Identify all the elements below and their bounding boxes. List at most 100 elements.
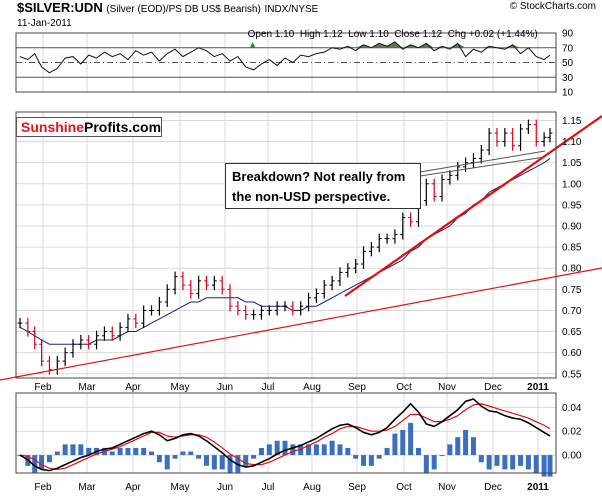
month-tick-label: Dec [484, 382, 502, 393]
price-tick-label: 0.55 [562, 369, 582, 380]
macd-histogram-bar [149, 451, 155, 456]
price-tick-label: 0.95 [562, 200, 582, 211]
macd-histogram-bar [180, 451, 186, 456]
macd-tick-label: 0.04 [562, 403, 582, 414]
month-tick-label: Aug [303, 382, 321, 393]
macd-histogram-bar [203, 455, 209, 466]
month-tick-label: Nov [438, 382, 456, 393]
macd-histogram-bar [219, 455, 225, 470]
month-tick-label: Dec [484, 482, 502, 493]
breakdown-annotation: Breakdown? Not really from the non-USD p… [225, 163, 421, 209]
month-tick-label: 2011 [527, 482, 549, 493]
symbol-description: (Silver (EOD)/PS DB US$ Bearish) [106, 4, 261, 15]
rsi-overbought-fill [339, 41, 521, 48]
rsi-panel [16, 41, 556, 78]
up-arrow-icon: ▲ [247, 40, 258, 51]
macd-histogram-bar [447, 444, 453, 456]
macd-histogram-bar [125, 447, 131, 456]
month-tick-label: Oct [396, 482, 412, 493]
price-tick-label: 1.00 [562, 179, 582, 190]
macd-histogram-bar [533, 455, 539, 473]
macd-histogram-bar [133, 447, 139, 456]
macd-histogram-bar [32, 455, 38, 473]
macd-histogram-bar [39, 455, 45, 470]
month-tick-label: Sep [348, 382, 366, 393]
macd-histogram-bar [392, 433, 398, 456]
sunshine-profits-logo: Sunshine Profits.com [16, 117, 162, 137]
macd-histogram-bar [109, 451, 115, 456]
macd-histogram-bar [290, 444, 296, 456]
macd-tick-label: 0.00 [562, 451, 582, 462]
macd-histogram-bar [211, 455, 217, 470]
macd-histogram-bar [408, 422, 414, 456]
month-tick-label: Feb [34, 382, 52, 393]
price-tick-label: 0.90 [562, 222, 582, 233]
month-tick-label: Jul [262, 482, 275, 493]
macd-histogram-bar [54, 451, 60, 456]
price-tick-label: 1.05 [562, 158, 582, 169]
price-tick-label: 0.70 [562, 306, 582, 317]
macd-histogram-bar [439, 455, 445, 457]
macd-histogram-bar [345, 447, 351, 456]
month-tick-label: Feb [34, 482, 52, 493]
annotation-pointer-line [419, 150, 546, 173]
macd-histogram-bar [486, 455, 492, 470]
copyright-label: © StockCharts.com [509, 1, 596, 12]
macd-histogram-bar [400, 430, 406, 456]
macd-histogram-bar [156, 455, 162, 463]
quote-label: Open 1.10 High 1.12 Low 1.10 Close 1.12 … [247, 29, 538, 40]
macd-histogram-bar [258, 447, 264, 456]
macd-histogram-bar [415, 447, 421, 456]
macd-line [19, 398, 551, 472]
annotation-line-1: Breakdown? Not really from [232, 169, 406, 184]
macd-histogram-bar [86, 447, 92, 456]
macd-histogram-bar [172, 455, 178, 459]
macd-histogram-bar [463, 430, 469, 456]
macd-tick-label: 0.02 [562, 427, 582, 438]
price-tick-label: 0.65 [562, 327, 582, 338]
month-tick-label: May [171, 482, 190, 493]
macd-histogram-bar [547, 455, 553, 477]
price-panel [0, 115, 602, 381]
price-tick-label: 1.10 [562, 137, 582, 148]
price-grid [16, 112, 556, 378]
macd-histogram-bar [384, 447, 390, 456]
logo-word-profits: Profits.com [84, 119, 162, 135]
macd-histogram-bar [70, 444, 76, 456]
rising-support-line [344, 115, 602, 297]
rsi-tick-label: 70 [562, 43, 574, 54]
macd-histogram-bar [525, 455, 531, 470]
symbol-label: $SILVER:UDN [17, 0, 103, 15]
macd-histogram-bar [502, 455, 508, 470]
month-tick-label: 2011 [527, 382, 549, 393]
annotation-pointer-line [419, 156, 546, 177]
macd-histogram-bar [274, 440, 280, 456]
month-tick-label: Sep [348, 482, 366, 493]
macd-histogram-bar [361, 455, 367, 466]
macd-histogram-bar [455, 437, 461, 456]
month-tick-label: Jun [217, 482, 233, 493]
date-label: 11-Jan-2011 [17, 18, 72, 29]
macd-histogram-bar [313, 444, 319, 456]
month-tick-label: Nov [438, 482, 456, 493]
macd-histogram-bar [282, 440, 288, 456]
macd-histogram-bar [306, 444, 312, 456]
macd-histogram-bar [78, 444, 84, 456]
price-tick-label: 0.85 [562, 243, 582, 254]
macd-histogram-bar [431, 455, 437, 470]
quote-line: Open 1.10 High 1.12 Low 1.10 Close 1.12 … [242, 18, 538, 51]
rsi-tick-label: 30 [562, 73, 574, 84]
month-tick-label: Jun [217, 382, 233, 393]
macd-histogram-bar [329, 440, 335, 456]
macd-histogram-bar [196, 455, 202, 459]
macd-signal-line [19, 403, 551, 471]
price-tick-label: 0.80 [562, 264, 582, 275]
macd-histogram-bar [321, 444, 327, 456]
long-term-support-line [0, 267, 602, 381]
macd-histogram-bar [470, 437, 476, 456]
month-tick-label: May [171, 382, 190, 393]
month-tick-label: Apr [125, 382, 141, 393]
rsi-frame [15, 32, 557, 93]
macd-panel [17, 398, 553, 477]
